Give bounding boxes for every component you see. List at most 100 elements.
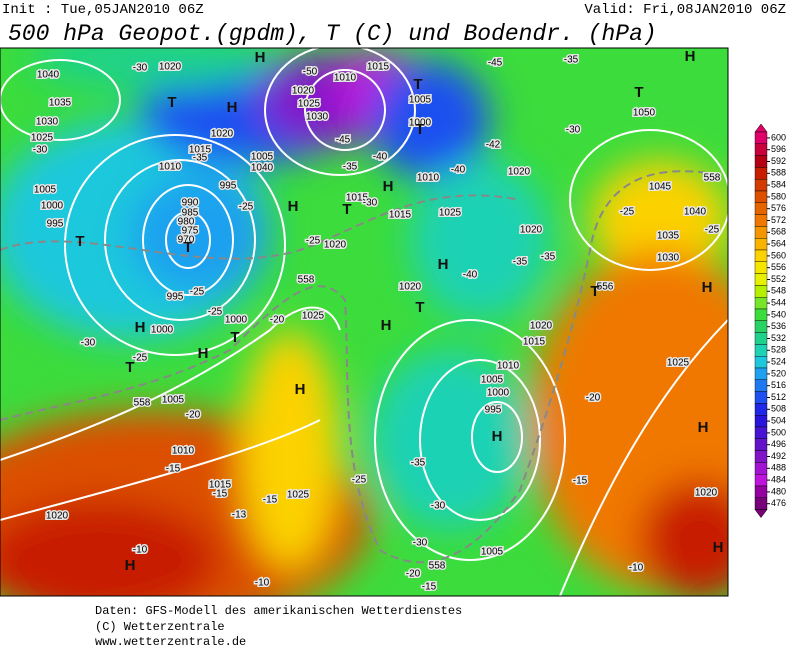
colorbar-swatch (754, 474, 768, 487)
isobar-label: 1005 (34, 185, 57, 196)
isobar-label: -30 (363, 198, 378, 209)
isobar-label: 1010 (497, 361, 520, 372)
pressure-center: H (135, 319, 146, 336)
footer-line: Daten: GFS-Modell des amerikanischen Wet… (95, 604, 462, 618)
pressure-center: T (634, 84, 643, 101)
isobar-label: 1005 (251, 152, 274, 163)
isobar-label: 1000 (151, 325, 174, 336)
isobar-label: 1005 (409, 95, 432, 106)
colorbar-label: 532 (771, 333, 786, 343)
colorbar-label: 560 (771, 250, 786, 260)
pressure-center: H (698, 419, 709, 436)
pressure-center: H (125, 557, 136, 574)
isobar-label: 1025 (302, 311, 325, 322)
pressure-center: H (295, 381, 306, 398)
isobar-label: -35 (343, 162, 358, 173)
pressure-center: T (167, 94, 176, 111)
colorbar-label: 548 (771, 286, 786, 296)
colorbar-label: 600 (771, 132, 786, 142)
pressure-center: H (383, 178, 394, 195)
pressure-center: H (198, 345, 209, 362)
isobar-label: -40 (451, 165, 466, 176)
isobar-label: 1020 (520, 225, 543, 236)
colorbar-label: 504 (771, 415, 786, 425)
isobar-label: 1025 (439, 208, 462, 219)
colorbar-swatch (754, 261, 768, 274)
isobar-label: 1000 (409, 118, 432, 129)
pressure-center: T (415, 121, 424, 138)
colorbar-swatch (754, 403, 768, 416)
isobar-label: 1040 (37, 70, 60, 81)
colorbar-label: 520 (771, 368, 786, 378)
pressure-center: H (702, 279, 713, 296)
colorbar-label: 544 (771, 297, 786, 307)
footer-line: www.wetterzentrale.de (95, 635, 246, 648)
isobar-label: -35 (564, 55, 579, 66)
pressure-center: H (713, 539, 724, 556)
colorbar-label: 568 (771, 227, 786, 237)
colorbar-swatch (754, 462, 768, 475)
isobar-label: 1015 (209, 480, 232, 491)
isobar-label: 995 (220, 181, 237, 192)
isobar-label: 975 (182, 226, 199, 237)
isobar-label: 1020 (399, 282, 422, 293)
pressure-center: T (413, 76, 422, 93)
pressure-center: T (415, 299, 424, 316)
isobar-label: -15 (422, 582, 437, 593)
isobar-label: -10 (255, 578, 270, 589)
isobar-label: 1040 (251, 163, 274, 174)
pressure-center: H (492, 428, 503, 445)
isobar-label: -30 (33, 145, 48, 156)
pressure-center: H (227, 99, 238, 116)
isobar-label: 1040 (684, 207, 707, 218)
isobar-label: 1015 (523, 337, 546, 348)
colorbar-label: 500 (771, 427, 786, 437)
colorbar-swatch (754, 379, 768, 392)
colorbar-swatch (754, 249, 768, 263)
colorbar-label: 524 (771, 356, 786, 366)
isobar-label: 556 (597, 282, 614, 293)
colorbar-swatch (754, 356, 768, 369)
colorbar-swatch (754, 485, 768, 499)
isobar-label: 558 (134, 398, 151, 409)
isobar-label: -30 (566, 125, 581, 136)
isobar-label: 1025 (287, 490, 310, 501)
colorbar-label: 580 (771, 191, 786, 201)
colorbar-swatch (754, 344, 768, 357)
colorbar-swatch (754, 285, 768, 298)
colorbar-swatch (754, 167, 768, 180)
isobar-label: -30 (81, 338, 96, 349)
isobar-label: 1020 (530, 321, 553, 332)
colorbar-label: 564 (771, 238, 786, 248)
isobar-label: 995 (167, 292, 184, 303)
isobar-label: -30 (431, 501, 446, 512)
colorbar-label: 528 (771, 345, 786, 355)
isobar-label: 1000 (225, 315, 248, 326)
isobar-label: 980 (178, 217, 195, 228)
isobar-label: 1020 (159, 62, 182, 73)
colorbar-swatch (754, 367, 768, 381)
isobar-label: 1010 (334, 73, 357, 84)
colorbar-label: 536 (771, 321, 786, 331)
pressure-center: H (685, 48, 696, 65)
isobar-label: 1015 (389, 210, 412, 221)
isobar-label: -35 (541, 252, 556, 263)
isobar-label: 1005 (162, 395, 185, 406)
map-area (0, 48, 728, 596)
isobar-label: 1030 (36, 117, 59, 128)
init-time: Init : Tue,05JAN2010 06Z (2, 2, 204, 18)
isobar-label: 1035 (49, 98, 72, 109)
valid-time: Valid: Fri,08JAN2010 06Z (584, 2, 786, 18)
colorbar-label: 592 (771, 156, 786, 166)
colorbar-label: 540 (771, 309, 786, 319)
pressure-center: T (342, 201, 351, 218)
isobar-label: 1015 (346, 193, 369, 204)
isobar-label: 558 (429, 561, 446, 572)
isobar-label: 558 (298, 275, 315, 286)
pressure-center: T (125, 359, 134, 376)
isobar-label: 558 (704, 173, 721, 184)
colorbar-swatch (754, 332, 768, 345)
